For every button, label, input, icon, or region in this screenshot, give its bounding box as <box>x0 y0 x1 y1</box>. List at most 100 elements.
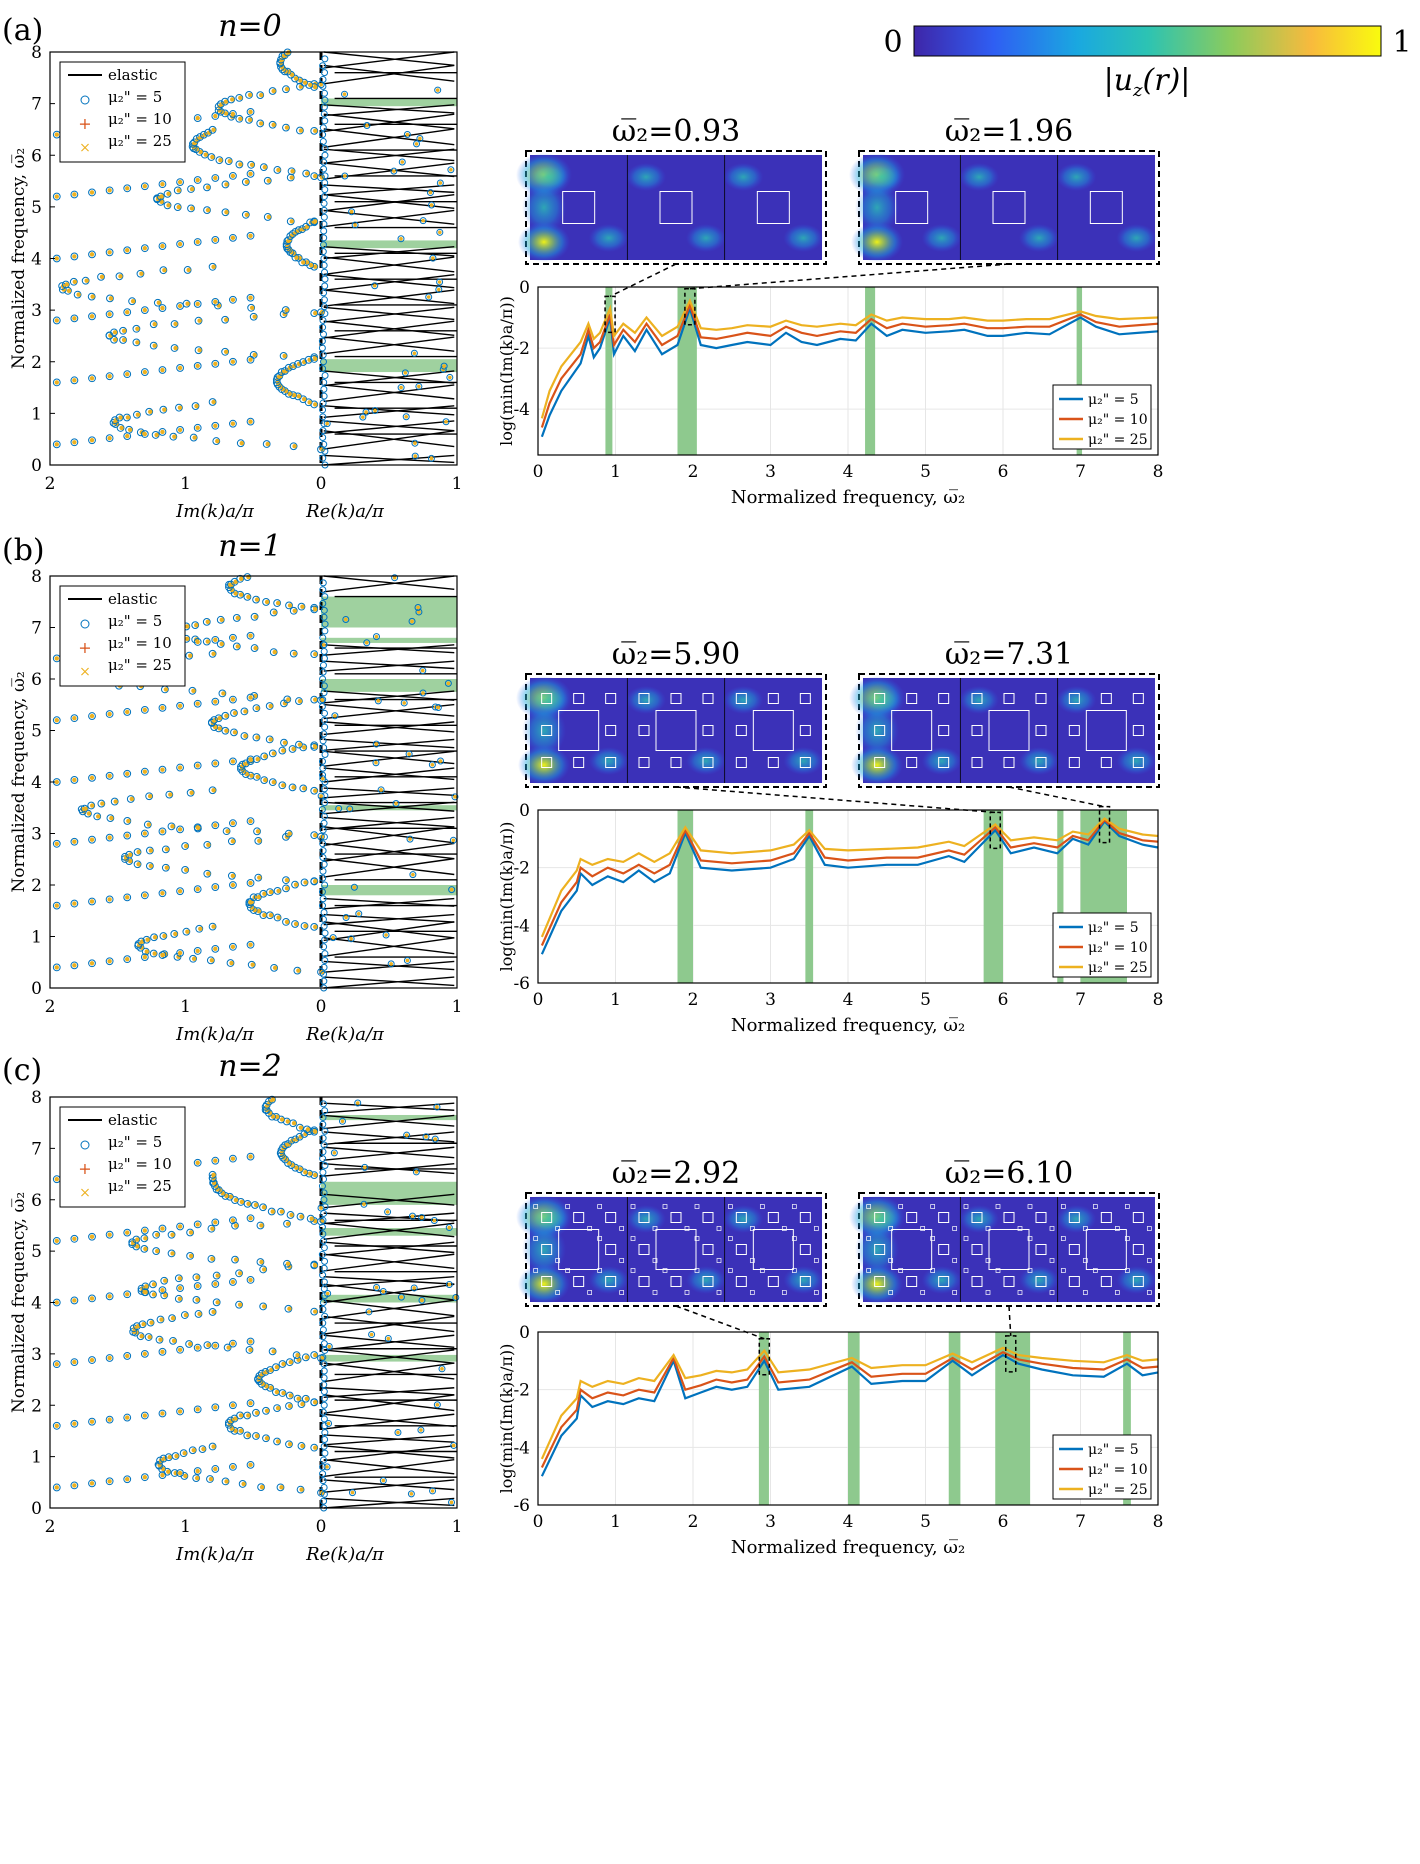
marker-mu25 <box>446 681 451 686</box>
marker-mu25 <box>399 385 403 390</box>
inclusion-square-small <box>735 757 747 768</box>
marker-mu5 <box>156 192 165 201</box>
marker-mu5 <box>361 1163 369 1171</box>
marker-mu5 <box>182 927 191 936</box>
marker-mu5 <box>221 208 230 217</box>
field-lobe <box>723 1205 764 1233</box>
marker-mu25 <box>211 651 216 657</box>
marker-mu5 <box>372 740 380 748</box>
marker-mu5 <box>136 269 145 278</box>
inclusion-square-tiny <box>813 1258 819 1263</box>
marker-mu5 <box>398 158 406 166</box>
marker-mu5 <box>297 1400 306 1409</box>
marker-mu5 <box>123 1413 132 1422</box>
elastic-branch-line <box>323 1479 455 1493</box>
inclusion-square-tiny <box>1124 1204 1130 1209</box>
band-gap-region <box>321 359 457 373</box>
marker-mu5 <box>445 1280 453 1288</box>
marker-mu5 <box>161 863 170 872</box>
marker-mu5 <box>391 574 399 582</box>
marker-mu5 <box>321 1346 329 1354</box>
marker-mu5 <box>70 190 79 199</box>
marker-mu25 <box>424 1134 428 1139</box>
marker-mu5 <box>440 362 448 370</box>
marker-mu5 <box>422 1133 430 1141</box>
marker-mu25 <box>308 1171 313 1176</box>
marker-mu5 <box>243 1431 252 1440</box>
marker-mu5 <box>425 293 433 301</box>
marker-mu5 <box>379 1287 387 1295</box>
curve-highlight-box <box>758 1337 771 1376</box>
marker-mu5 <box>288 745 297 753</box>
marker-mu5 <box>105 895 114 904</box>
inclusion-square-small <box>541 1276 553 1287</box>
marker-mu25 <box>72 777 77 783</box>
marker-mu25 <box>250 962 255 967</box>
marker-mu5 <box>452 1293 460 1301</box>
marker-mu25 <box>195 239 200 245</box>
marker-mu25 <box>451 838 456 843</box>
inclusion-square-tiny <box>952 1226 958 1231</box>
marker-mu5 <box>183 266 192 274</box>
series-line-mu25 <box>540 297 1159 419</box>
marker-mu5 <box>318 1223 326 1231</box>
marker-mu25 <box>206 871 211 876</box>
marker-mu5 <box>330 1149 338 1157</box>
marker-mu25 <box>54 1423 59 1429</box>
marker-mu5 <box>416 134 424 142</box>
marker-mu25 <box>399 1295 404 1299</box>
marker-mu25 <box>107 188 112 193</box>
marker-mu25 <box>126 818 131 824</box>
curve-highlight-box <box>684 287 696 326</box>
marker-mu5 <box>246 940 255 949</box>
inclusion-square-small <box>735 725 747 736</box>
marker-mu25 <box>195 1297 200 1303</box>
elastic-branch-line <box>323 1275 455 1285</box>
elastic-branch-line <box>323 1387 455 1396</box>
marker-mu25 <box>449 167 453 172</box>
marker-mu5 <box>119 326 127 335</box>
y-tick-label: 4 <box>31 250 42 270</box>
marker-mu25 <box>160 1349 165 1355</box>
inset-frequency-label: ω̅₂=7.31 <box>945 637 1073 672</box>
inclusion-square-small <box>573 1276 585 1287</box>
marker-mu5 <box>229 1154 237 1163</box>
marker-mu5 <box>289 649 298 658</box>
marker-mu25 <box>213 423 218 428</box>
marker-mu5 <box>144 1333 153 1341</box>
marker-mu25 <box>421 691 425 695</box>
marker-mu5 <box>158 951 167 959</box>
band-gap-region <box>983 810 1003 983</box>
marker-mu5 <box>310 786 319 795</box>
field-lobe <box>1056 686 1097 714</box>
marker-mu5 <box>247 160 256 169</box>
marker-mu25 <box>205 185 211 190</box>
panel-title: n=1 <box>218 529 282 564</box>
marker-mu25 <box>72 279 78 284</box>
inset-connector <box>675 1305 765 1340</box>
marker-mu5 <box>88 312 96 321</box>
marker-mu25 <box>410 1214 415 1218</box>
elastic-branch-line <box>323 826 455 847</box>
marker-mu5 <box>310 922 319 931</box>
marker-mu25 <box>281 1361 286 1367</box>
marker-mu5 <box>321 936 329 944</box>
marker-mu25 <box>321 643 326 647</box>
marker-mu5 <box>167 822 176 831</box>
marker-mu25 <box>429 456 434 461</box>
marker-mu25 <box>107 711 112 717</box>
marker-mu25 <box>211 264 216 269</box>
inclusion-square-tiny <box>963 1204 969 1209</box>
marker-mu25 <box>230 1279 236 1285</box>
marker-mu5 <box>230 709 238 717</box>
marker-mu5 <box>319 854 327 862</box>
marker-mu25 <box>208 1476 214 1482</box>
marker-mu25 <box>319 834 325 839</box>
y-tick-label: 3 <box>31 301 42 321</box>
marker-mu5 <box>88 712 96 720</box>
marker-mu5 <box>193 1282 202 1290</box>
elastic-branch-line <box>323 1315 455 1333</box>
marker-mu5 <box>278 781 287 790</box>
elastic-branch-line <box>323 1146 455 1159</box>
marker-mu25 <box>210 1226 215 1231</box>
